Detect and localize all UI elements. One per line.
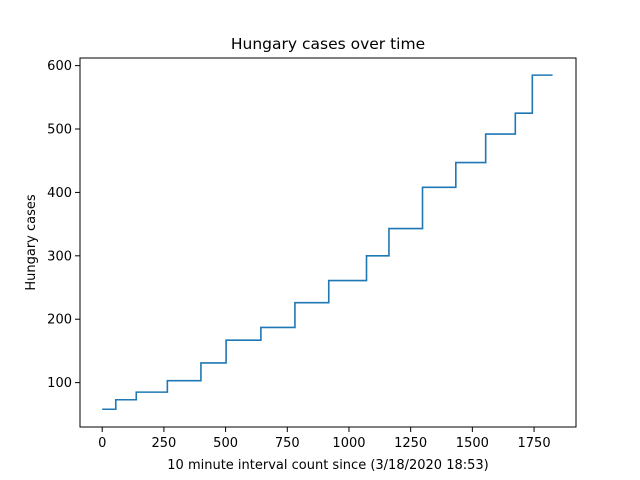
x-tick-label: 1250 <box>394 436 427 451</box>
x-axis-label: 10 minute interval count since (3/18/202… <box>167 458 488 473</box>
y-tick-label: 500 <box>47 123 72 138</box>
y-tick-label: 100 <box>47 376 72 391</box>
x-tick-label: 750 <box>275 436 300 451</box>
y-tick-label: 400 <box>47 186 72 201</box>
x-tick-label: 250 <box>151 436 176 451</box>
x-tick-label: 0 <box>98 436 106 451</box>
plot-area <box>102 74 553 411</box>
x-tick-label: 500 <box>213 436 238 451</box>
x-tick-label: 1500 <box>456 436 489 451</box>
x-tick-label: 1750 <box>518 436 551 451</box>
series-line-0 <box>102 74 553 411</box>
chart-title: Hungary cases over time <box>231 35 425 53</box>
y-axis: 100 200 300 400 500 600 <box>47 59 80 391</box>
y-axis-label: Hungary cases <box>24 194 39 291</box>
x-axis: 0 250 500 750 1000 1250 1500 1750 <box>98 427 551 451</box>
y-tick-label: 600 <box>47 59 72 74</box>
y-tick-label: 300 <box>47 249 72 264</box>
x-tick-label: 1000 <box>332 436 365 451</box>
y-tick-label: 200 <box>47 313 72 328</box>
axes-frame <box>79 57 577 428</box>
